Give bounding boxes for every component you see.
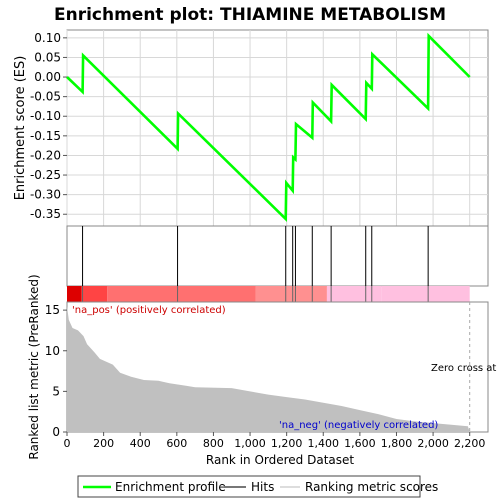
x-tick-label: 1,000 xyxy=(234,437,266,450)
es-y-tick-label: -0.05 xyxy=(30,90,61,104)
x-tick-label: 200 xyxy=(93,437,114,450)
es-panel: 0.10 0.05 0.00 -0.05 -0.10 -0.15 -0.20 -0.25 -0.… xyxy=(13,29,489,227)
heatmap-segment xyxy=(381,286,470,302)
rank-heatmap-bar xyxy=(67,286,470,302)
legend-item-enrichment: Enrichment profile xyxy=(115,480,226,494)
zero-cross-label: Zero cross at 2 xyxy=(431,363,500,374)
legend-item-hits: Hits xyxy=(251,480,274,494)
es-y-tick-label: -0.35 xyxy=(30,207,61,221)
metric-y-tick-label: 0 xyxy=(52,425,60,439)
heatmap-segment xyxy=(107,286,256,302)
ranking-metric-area xyxy=(67,306,470,432)
es-y-tick-label: -0.15 xyxy=(30,129,61,143)
hits-panel xyxy=(66,225,489,287)
es-y-tick-label: -0.10 xyxy=(30,109,61,123)
metric-y-ticks: 0 5 10 15 xyxy=(45,303,67,439)
metric-y-tick-label: 5 xyxy=(52,384,60,398)
metric-panel: 'na_pos' (positively correlated) 'na_neg… xyxy=(27,274,500,467)
x-axis-label: Rank in Ordered Dataset xyxy=(206,453,354,467)
metric-y-axis-label: Ranked list metric (PreRanked) xyxy=(27,274,41,459)
x-tick-label: 2,200 xyxy=(454,437,486,450)
legend: Enrichment profile Hits Ranking metric s… xyxy=(77,475,438,498)
x-tick-label: 0 xyxy=(64,437,71,450)
es-y-tick-label: -0.25 xyxy=(30,168,61,182)
heatmap-segment xyxy=(255,286,327,302)
metric-y-tick-label: 10 xyxy=(45,344,60,358)
x-tick-label: 1,400 xyxy=(308,437,340,450)
enrichment-profile-line xyxy=(66,32,471,222)
hit-lines xyxy=(82,226,429,286)
heatmap-segment xyxy=(81,286,108,302)
es-y-tick-label: -0.30 xyxy=(30,188,61,202)
x-tick-label: 1,800 xyxy=(381,437,413,450)
es-y-ticks: 0.10 0.05 0.00 -0.05 -0.10 -0.15 -0.20 -0.25 -0.… xyxy=(30,31,67,221)
heatmap-segment xyxy=(326,286,382,302)
legend-box xyxy=(77,475,421,498)
es-y-tick-label: 0.00 xyxy=(34,70,61,84)
es-y-axis-label: Enrichment score (ES) xyxy=(13,56,28,201)
hits-plot-area xyxy=(66,225,489,287)
metric-x-ticks: 0 200 400 600 800 1,000 1,200 1,400 1,600 1,800 2,… xyxy=(64,432,486,450)
es-y-tick-label: 0.05 xyxy=(34,50,61,64)
es-plot-area xyxy=(66,29,489,227)
chart-title: Enrichment plot: THIAMINE METABOLISM xyxy=(54,5,446,25)
x-tick-label: 1,600 xyxy=(344,437,376,450)
es-y-tick-label: -0.20 xyxy=(30,148,61,162)
es-y-tick-label: 0.10 xyxy=(34,31,61,45)
negative-correlation-label: 'na_neg' (negatively correlated) xyxy=(279,420,438,431)
x-tick-label: 400 xyxy=(130,437,151,450)
x-tick-label: 600 xyxy=(166,437,187,450)
positive-correlation-label: 'na_pos' (positively correlated) xyxy=(72,305,226,316)
legend-item-ranking: Ranking metric scores xyxy=(305,480,438,494)
metric-y-tick-label: 15 xyxy=(45,303,60,317)
x-tick-label: 1,200 xyxy=(271,437,303,450)
heatmap-segment xyxy=(67,286,82,302)
x-tick-label: 2,000 xyxy=(417,437,449,450)
x-tick-label: 800 xyxy=(203,437,224,450)
